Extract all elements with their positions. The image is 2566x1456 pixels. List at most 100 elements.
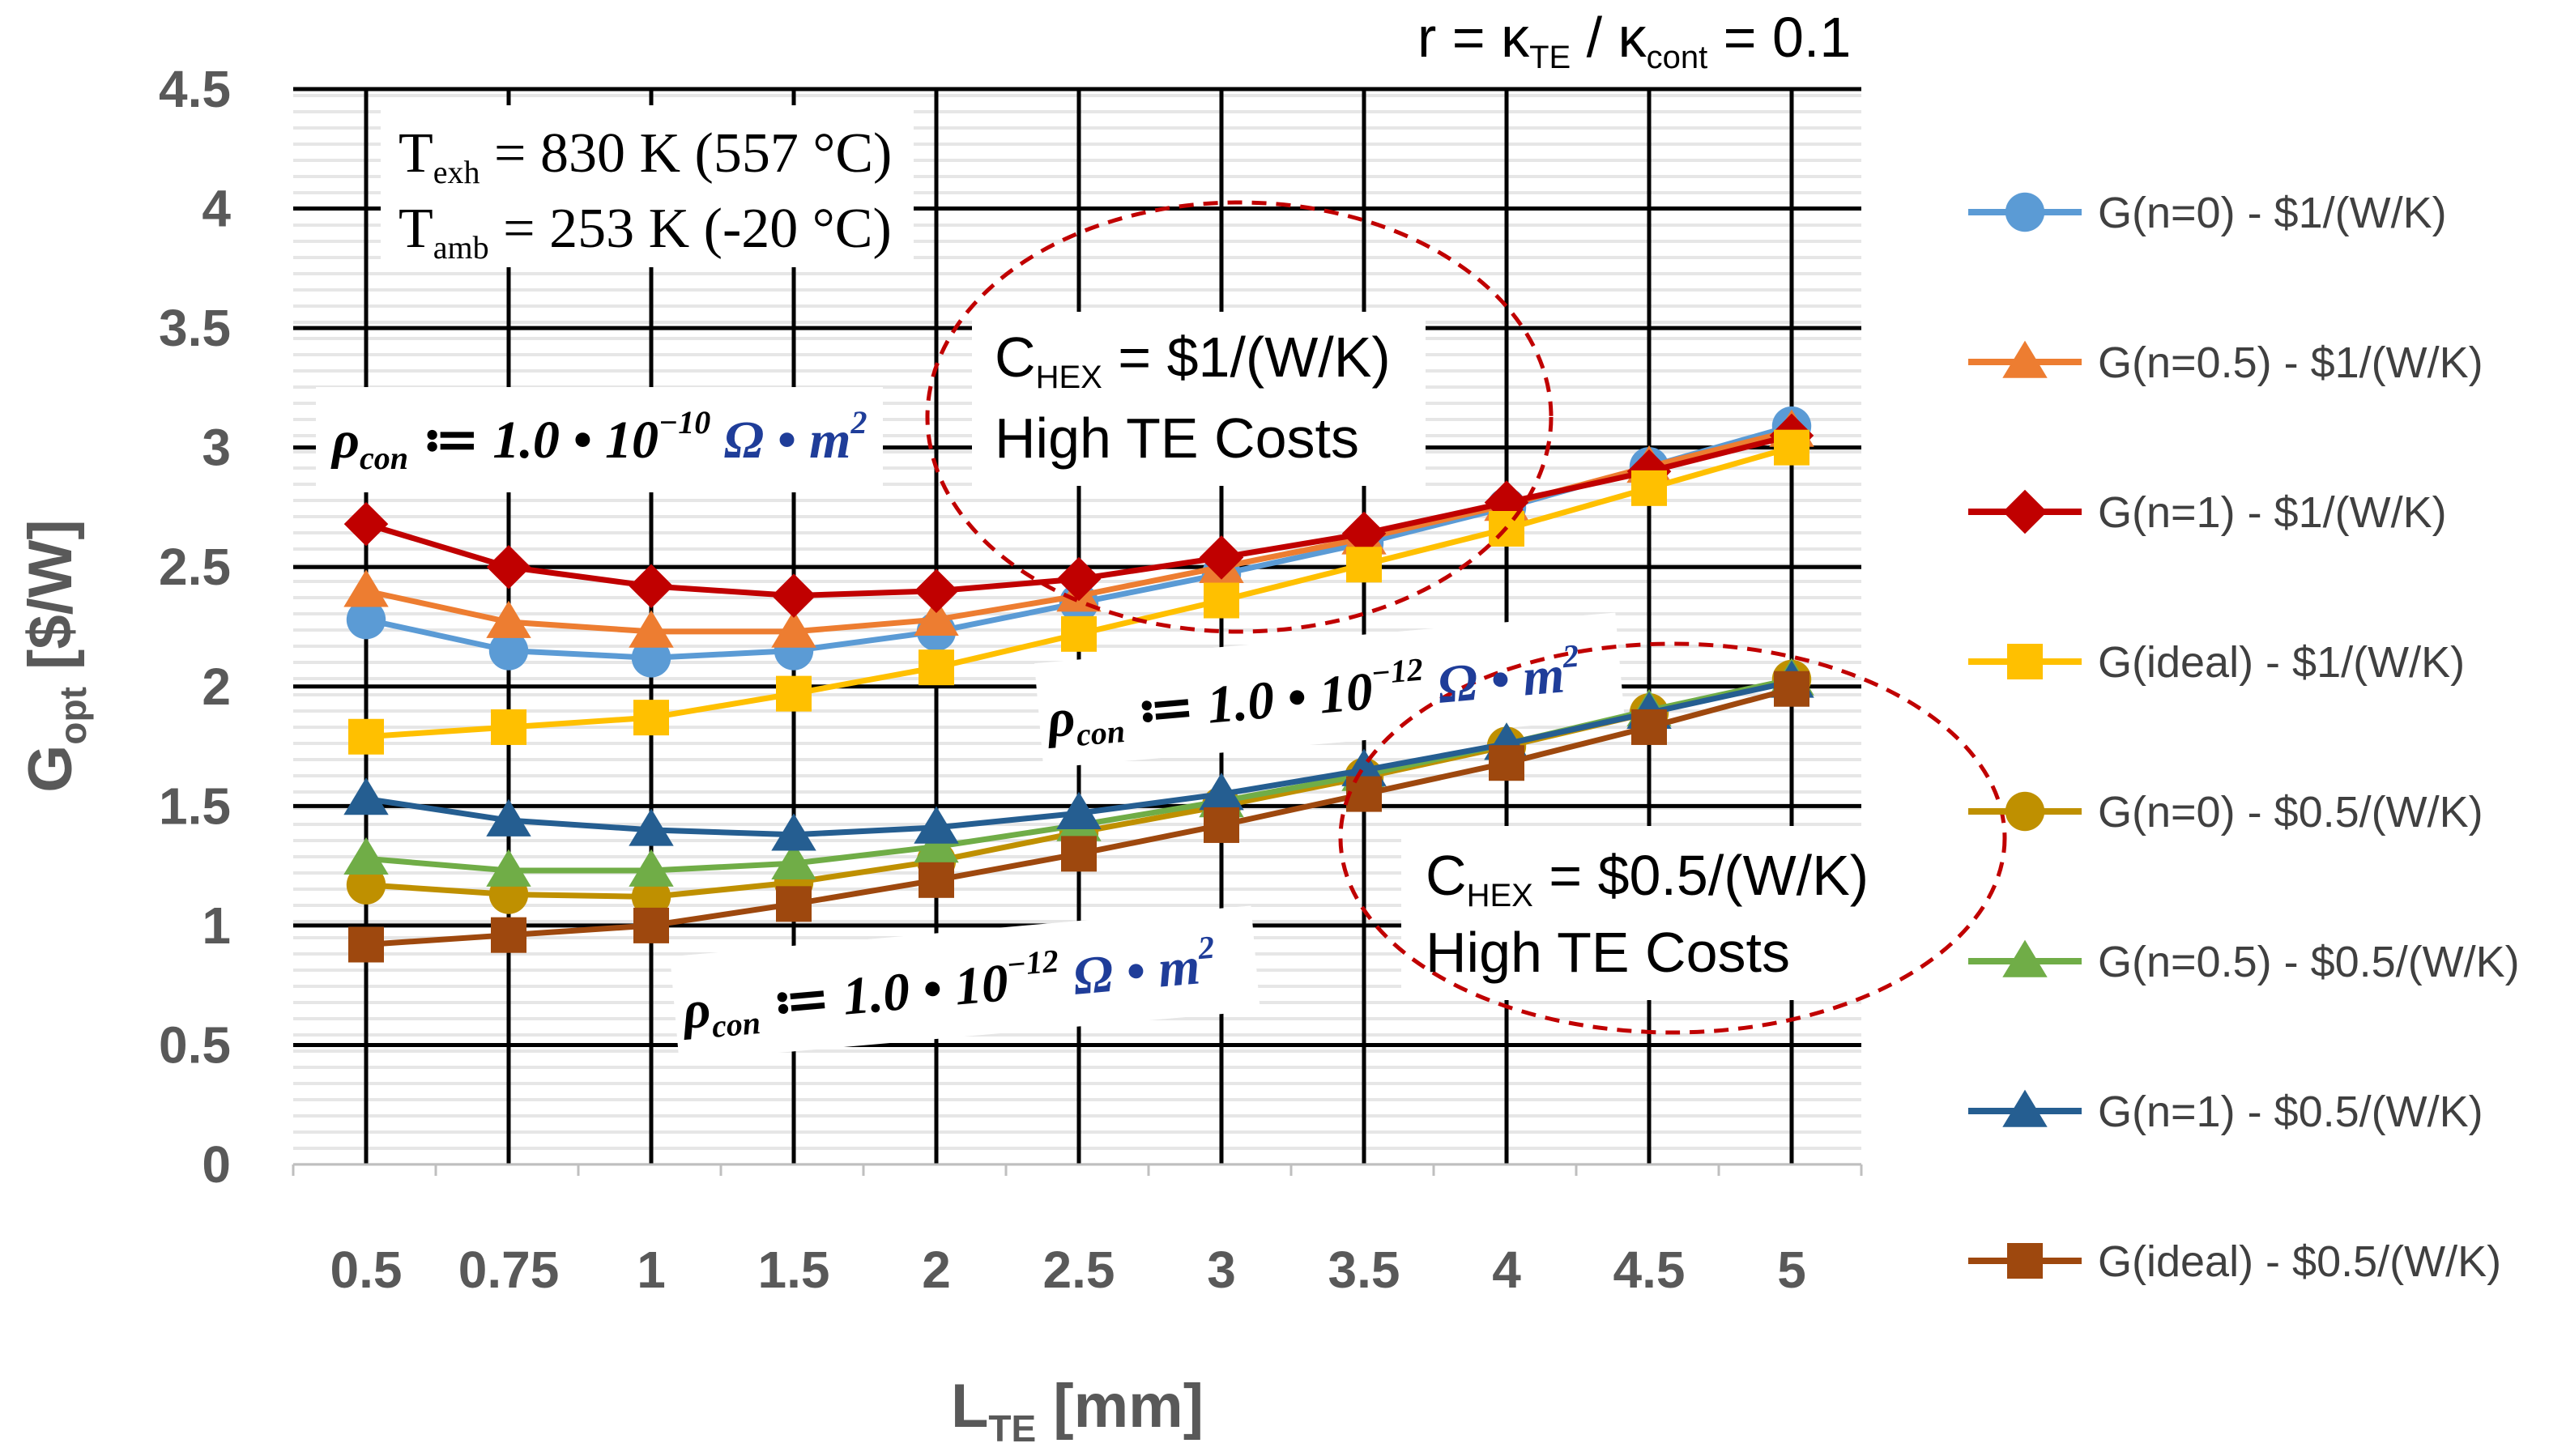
legend-marker (2002, 939, 2048, 977)
legend-entry: G(n=0) - $1/(W/K) (1968, 189, 2447, 237)
rho-mid-label: ρcon ≔ 1.0 • 10−12 Ω • m2 (1042, 637, 1584, 756)
x-tick-label: 4.5 (1613, 1241, 1686, 1299)
data-point (776, 675, 812, 712)
data-point (629, 849, 674, 887)
data-point (343, 501, 389, 547)
data-point (488, 631, 529, 671)
y-tick-label: 4.5 (159, 60, 231, 118)
data-point (914, 825, 959, 863)
data-point (629, 564, 674, 609)
data-point (348, 718, 384, 755)
data-point (491, 709, 526, 745)
data-point (1346, 776, 1382, 812)
data-point (1631, 709, 1667, 745)
data-point (631, 877, 671, 917)
x-axis-label: LTE [mm] (951, 1372, 1204, 1450)
legend-marker (2002, 340, 2048, 378)
rho-top-label: ρcon ≔ 1.0 • 10−10 Ω • m2 (330, 404, 867, 476)
data-point (1199, 773, 1244, 811)
legend-marker (2005, 192, 2045, 232)
x-tick-label: 3 (1207, 1241, 1236, 1299)
temp-exhaust-label: Texh = 830 K (557 °C) (399, 122, 892, 190)
data-point (486, 849, 531, 887)
legend-marker (2007, 1243, 2043, 1279)
data-point (771, 610, 816, 648)
legend: G(n=0) - $1/(W/K) G(n=0.5) - $1/(W/K) G(n=… (1968, 189, 2520, 1286)
y-tick-label: 1 (202, 896, 231, 955)
data-point (771, 813, 816, 851)
data-point (1061, 836, 1097, 872)
data-point (629, 610, 674, 648)
y-tick-label: 4 (202, 180, 231, 238)
cost-low-line2: High TE Costs (1426, 921, 1790, 984)
data-point (919, 862, 954, 898)
y-tick-label: 0.5 (159, 1015, 231, 1074)
legend-label: G(n=1) - $1/(W/K) (2098, 488, 2447, 537)
y-tick-label: 2.5 (159, 538, 231, 596)
annotation-backgrounds (316, 105, 1920, 1062)
legend-entry: G(ideal) - $1/(W/K) (1968, 638, 2465, 687)
data-point (1489, 745, 1524, 781)
temps-box (381, 105, 914, 267)
legend-entry: G(n=1) - $1/(W/K) (1968, 488, 2447, 537)
legend-entry: G(n=1) - $0.5/(W/K) (1968, 1088, 2483, 1136)
data-point (348, 926, 384, 963)
data-point (486, 600, 531, 638)
legend-label: G(n=0.5) - $1/(W/K) (2098, 338, 2483, 387)
rho-mid-box (1034, 612, 1625, 768)
rho-low-box (670, 905, 1260, 1062)
y-tick-label: 2 (202, 658, 231, 716)
data-point (1204, 582, 1239, 619)
cost-low-line1: CHEX = $0.5/(W/K) (1426, 844, 1869, 913)
cost-high-box (972, 312, 1426, 486)
data-point (1631, 470, 1667, 506)
y-axis-label: Gopt [$/W] (16, 519, 94, 793)
y-tick-label: 3.5 (159, 299, 231, 357)
data-point (343, 837, 389, 875)
top-annotation: r = κTE / κcont = 0.1 (1417, 6, 1851, 75)
data-point (343, 569, 389, 607)
legend-entry: G(ideal) - $0.5/(W/K) (1968, 1237, 2501, 1286)
data-point (1199, 535, 1244, 580)
series-3 (348, 429, 1809, 755)
cost-high-ellipse (925, 200, 1554, 634)
rho-top-box (316, 387, 883, 492)
data-point (776, 886, 812, 922)
legend-entry: G(n=0.5) - $0.5/(W/K) (1968, 938, 2520, 986)
cost-high-line2: High TE Costs (995, 407, 1359, 470)
data-point (631, 638, 671, 678)
x-tick-label: 3.5 (1328, 1241, 1400, 1299)
legend-marker (2005, 791, 2045, 832)
legend-entry: G(n=0.5) - $1/(W/K) (1968, 338, 2483, 387)
y-axis-tick-labels: 0 0.5 1 1.5 2 2.5 3 3.5 4 4.5 (159, 60, 231, 1194)
data-point (633, 700, 669, 736)
temp-ambient-label: Tamb = 253 K (-20 °C) (399, 198, 892, 266)
series-7 (348, 671, 1809, 963)
y-tick-label: 0 (202, 1135, 231, 1194)
data-point (914, 806, 959, 844)
x-axis-tick-labels: 0.5 0.75 1 1.5 2 2.5 3 3.5 4 4.5 5 (330, 1241, 1806, 1299)
data-point (1774, 671, 1809, 707)
data-point (486, 798, 531, 837)
legend-entry: G(n=0) - $0.5/(W/K) (1968, 788, 2483, 837)
legend-marker (2002, 1089, 2048, 1127)
y-tick-label: 1.5 (159, 777, 231, 835)
legend-label: G(n=0) - $1/(W/K) (2098, 189, 2447, 237)
x-tick-label: 2.5 (1043, 1241, 1115, 1299)
cost-high-line1: CHEX = $1/(W/K) (995, 326, 1391, 395)
series-layer (343, 406, 1814, 963)
x-tick-label: 4 (1492, 1241, 1521, 1299)
x-tick-label: 5 (1777, 1241, 1806, 1299)
legend-label: G(n=0) - $0.5/(W/K) (2098, 788, 2483, 837)
y-tick-label: 3 (202, 419, 231, 477)
cost-low-ellipse (1338, 641, 2007, 1035)
data-point (346, 865, 386, 905)
data-point (771, 841, 816, 879)
data-point (343, 777, 389, 815)
data-point (346, 599, 386, 640)
cost-low-box (1401, 826, 1920, 1000)
data-point (491, 917, 526, 953)
data-point (633, 907, 669, 943)
data-point (1341, 511, 1387, 556)
